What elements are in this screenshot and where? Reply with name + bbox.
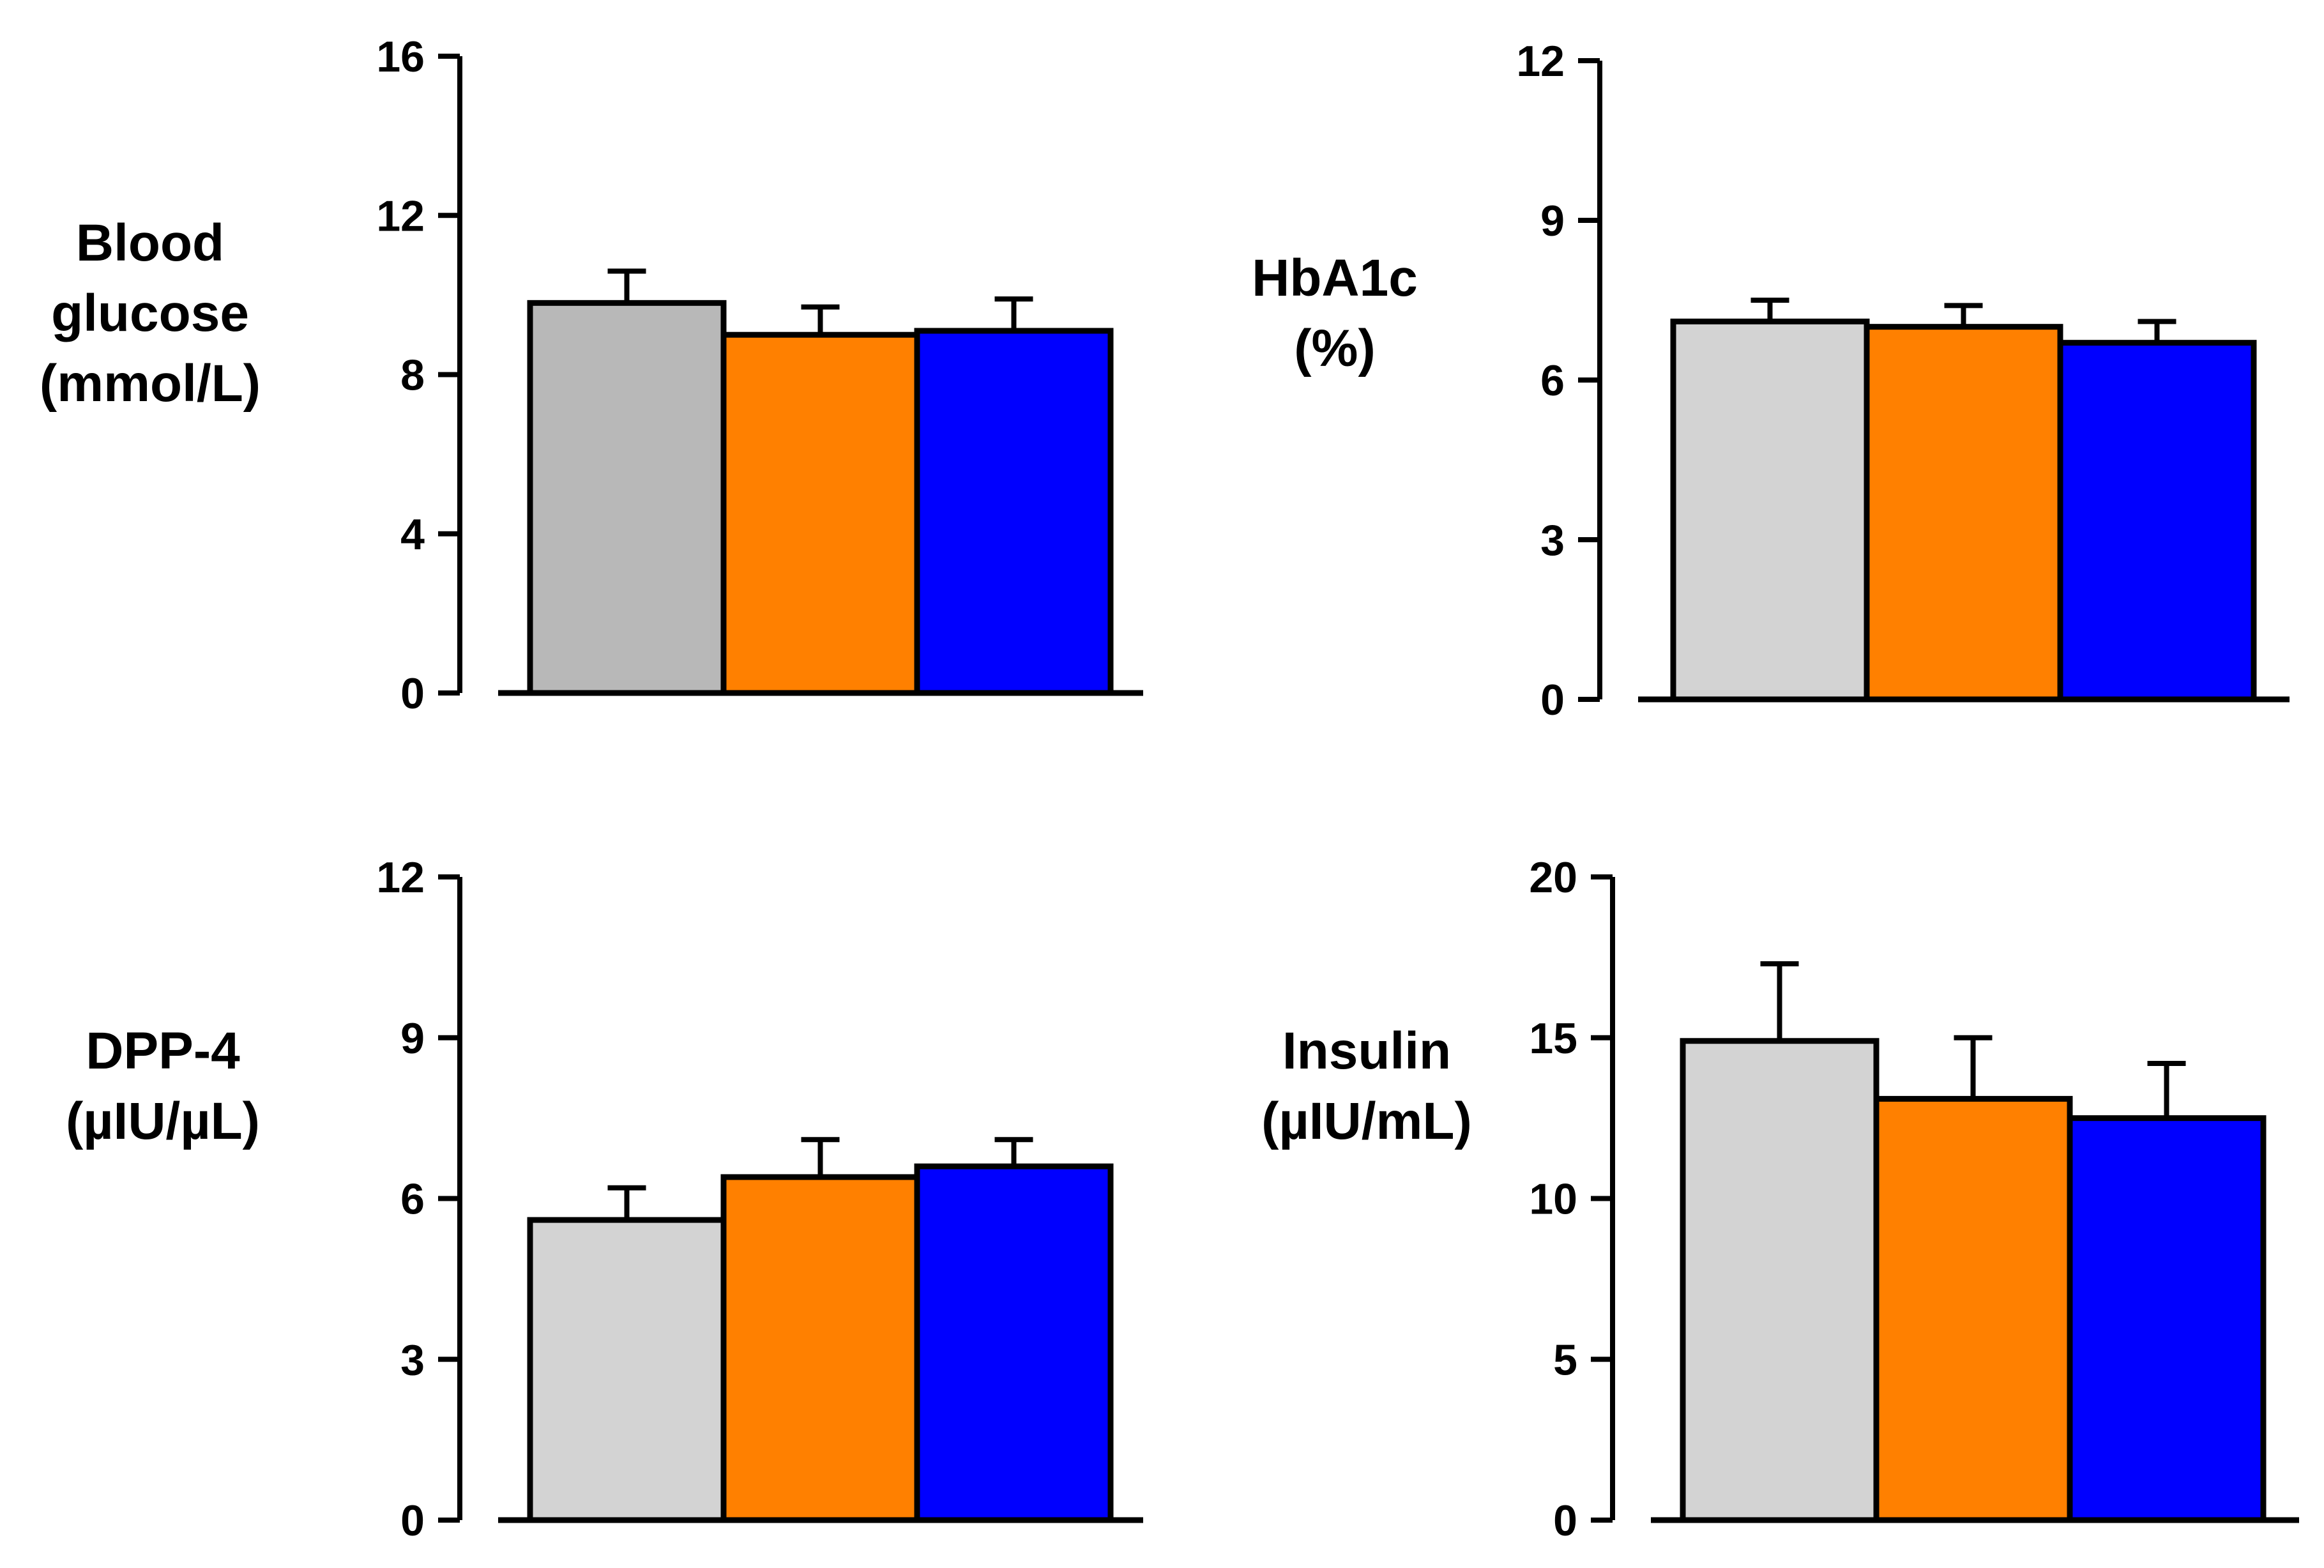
bar-2 — [1864, 324, 2063, 703]
y-axis-label: HbA1c — [1252, 249, 1418, 307]
bar-1 — [527, 300, 727, 696]
y-axis-label: DPP-4 — [86, 1022, 240, 1080]
y-axis-label: Insulin — [1282, 1022, 1451, 1080]
y-axis-label: (µIU/µL) — [66, 1092, 260, 1150]
y-tick-label: 12 — [1516, 37, 1565, 86]
chart-panel-4: Insulin (µIU/mL) 0 5 10 15 20 — [1261, 853, 2299, 1545]
y-tick-label: 0 — [1540, 676, 1565, 724]
y-tick-label: 0 — [400, 1496, 425, 1545]
y-tick-label: 12 — [376, 853, 425, 902]
y-tick-label: 8 — [400, 351, 425, 400]
chart-panel-2: HbA1c (%) 0 3 6 9 12 — [1252, 37, 2290, 724]
y-axis-label: glucose — [51, 284, 249, 342]
y-tick-label: 0 — [1553, 1496, 1577, 1545]
bar-1 — [1670, 318, 1870, 703]
y-tick-label: 3 — [1540, 516, 1565, 565]
bar-3 — [2067, 1115, 2267, 1523]
y-axis-label: Blood — [76, 214, 224, 272]
bar-1 — [527, 1217, 727, 1523]
y-tick-label: 5 — [1553, 1336, 1577, 1384]
y-tick-label: 9 — [1540, 197, 1565, 245]
y-axis-label: (%) — [1294, 319, 1376, 377]
bar-2 — [1873, 1095, 2073, 1523]
y-tick-label: 6 — [400, 1175, 425, 1224]
bar-2 — [720, 331, 920, 696]
y-tick-label: 6 — [1540, 356, 1565, 405]
y-tick-label: 4 — [400, 510, 425, 559]
y-tick-label: 3 — [400, 1336, 425, 1384]
y-tick-label: 10 — [1529, 1175, 1577, 1224]
y-axis-label: (mmol/L) — [40, 354, 261, 413]
bar-3 — [914, 1163, 1114, 1523]
bar-3 — [914, 328, 1114, 696]
chart-panel-3: DPP-4 (µIU/µL) 0 3 6 9 12 — [66, 853, 1143, 1545]
y-tick-label: 12 — [376, 192, 425, 240]
y-tick-label: 15 — [1529, 1014, 1577, 1063]
chart-panel-1: Blood glucose (mmol/L) 0 4 8 12 16 — [40, 33, 1143, 718]
y-tick-label: 0 — [400, 669, 425, 718]
y-tick-label: 20 — [1529, 853, 1577, 902]
bar-3 — [2057, 340, 2257, 703]
y-tick-label: 16 — [376, 33, 425, 81]
bar-1 — [1680, 1038, 1880, 1523]
y-tick-label: 9 — [400, 1014, 425, 1063]
bar-2 — [720, 1174, 920, 1523]
y-axis-label: (µIU/mL) — [1261, 1092, 1472, 1150]
